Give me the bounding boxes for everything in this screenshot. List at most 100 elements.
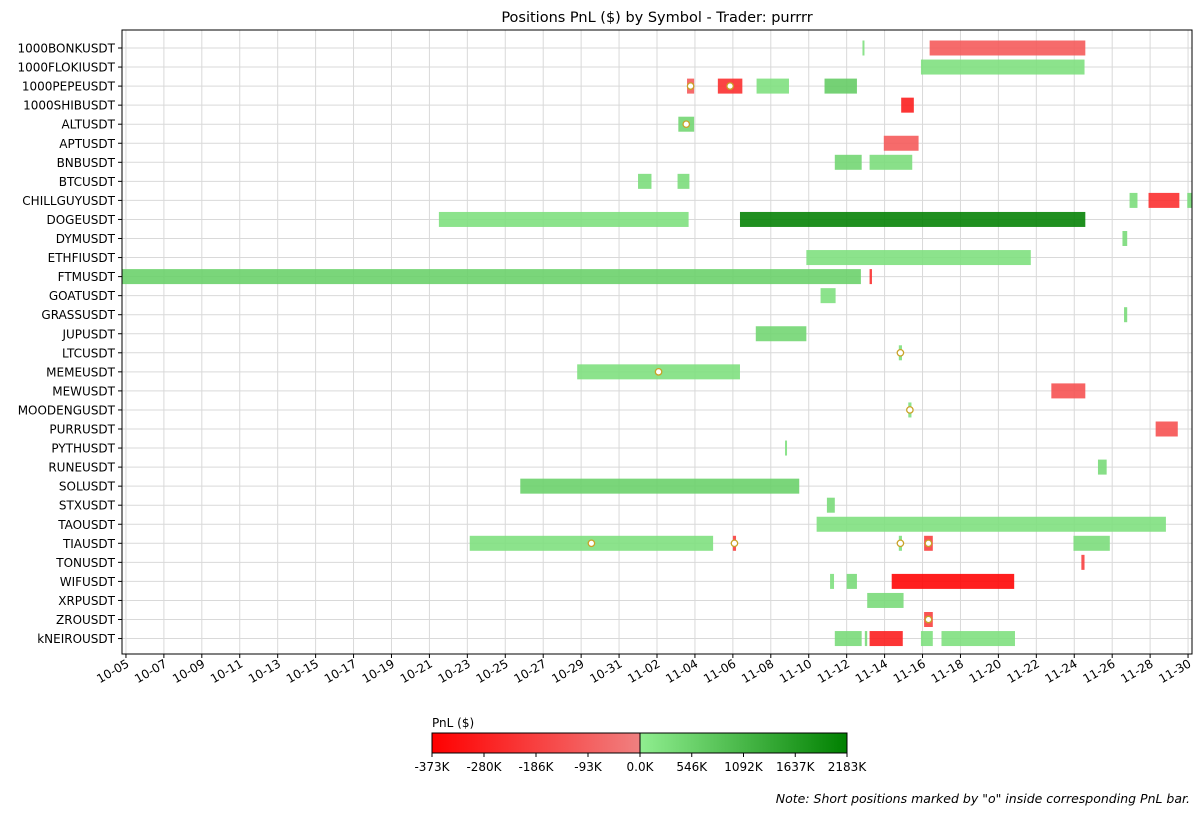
y-tick-label: MEMEUSDT <box>46 365 116 379</box>
position-bar <box>677 173 690 189</box>
colorbar-tick-label: -186K <box>518 760 554 774</box>
short-markers <box>587 82 933 624</box>
colorbar-tick-label: -280K <box>466 760 502 774</box>
short-marker <box>924 539 933 548</box>
position-bar <box>920 631 933 647</box>
position-bar <box>1081 554 1085 570</box>
y-tick-label: JUPUSDT <box>61 327 115 341</box>
position-bar <box>122 269 861 285</box>
x-axis: 10-05 10-07 10-09 10-11 10-13 10-15 10-17 10-19… <box>94 654 1194 686</box>
x-tick-label: 11-18 <box>929 656 966 686</box>
short-marker <box>730 539 739 548</box>
short-marker <box>896 539 905 548</box>
position-bar <box>869 269 872 285</box>
y-tick-label: TIAUSDT <box>62 537 116 551</box>
x-tick-label: 11-30 <box>1156 656 1193 686</box>
position-bar <box>826 497 835 513</box>
colorbar-ticks: -373K -280K -186K -93K 0.0K 546K 1092K 1637K 218… <box>414 753 867 774</box>
position-bar <box>755 326 807 342</box>
position-bar <box>920 59 1085 75</box>
position-bar <box>785 440 788 456</box>
y-tick-label: WIFUSDT <box>60 575 116 589</box>
y-tick-label: ALTUSDT <box>61 118 115 132</box>
x-tick-label: 10-07 <box>132 656 169 686</box>
position-bar <box>816 516 1166 532</box>
x-tick-label: 10-25 <box>474 656 511 686</box>
y-tick-label: ZROUSDT <box>56 613 116 627</box>
colorbar-tick-label: 1637K <box>776 760 816 774</box>
x-tick-label: 11-10 <box>777 656 814 686</box>
position-bar <box>1124 307 1128 323</box>
y-tick-label: BTCUSDT <box>59 175 116 189</box>
y-tick-label: GRASSUSDT <box>41 308 115 322</box>
y-tick-label: 1000FLOKIUSDT <box>17 61 115 75</box>
y-tick-label: kNEIROUSDT <box>37 632 115 646</box>
short-marker <box>682 120 691 129</box>
short-marker <box>924 615 933 624</box>
position-bar <box>869 631 903 647</box>
short-marker <box>587 539 596 548</box>
colorbar-tick-label: 546K <box>676 760 708 774</box>
colorbar-tick-label: 0.0K <box>627 760 655 774</box>
y-tick-label: XRPUSDT <box>58 594 115 608</box>
position-bar <box>739 211 1086 227</box>
position-bar <box>1051 383 1086 399</box>
y-tick-label: TONUSDT <box>55 556 115 570</box>
position-bar <box>834 154 862 170</box>
x-tick-label: 10-21 <box>398 656 435 686</box>
y-tick-label: PYTHUSDT <box>51 442 115 456</box>
x-tick-label: 10-19 <box>360 656 397 686</box>
x-tick-label: 11-12 <box>815 656 852 686</box>
position-bar <box>929 40 1086 56</box>
position-bar <box>1129 192 1138 208</box>
short-marker <box>906 406 914 414</box>
position-bar <box>901 97 914 113</box>
position-bar <box>1097 459 1107 475</box>
position-bar <box>824 78 857 94</box>
chart-note: Note: Short positions marked by "o" insi… <box>776 791 1190 806</box>
x-tick-label: 10-31 <box>587 656 624 686</box>
position-bar <box>756 78 789 94</box>
x-tick-label: 11-06 <box>701 656 738 686</box>
y-tick-label: 1000SHIBUSDT <box>23 99 116 113</box>
x-tick-label: 10-29 <box>549 656 586 686</box>
x-tick-label: 11-02 <box>625 656 662 686</box>
y-tick-label: MOODENGUSDT <box>18 403 116 417</box>
x-tick-label: 11-08 <box>739 656 776 686</box>
x-tick-label: 10-27 <box>512 656 549 686</box>
position-bar <box>862 40 865 56</box>
position-bar <box>1155 421 1178 437</box>
x-tick-label: 11-28 <box>1118 656 1155 686</box>
chart-title: Positions PnL ($) by Symbol - Trader: pu… <box>501 10 812 26</box>
y-tick-label: DOGEUSDT <box>46 213 115 227</box>
y-tick-label: GOATUSDT <box>49 289 116 303</box>
colorbar-negative <box>432 733 640 753</box>
x-tick-label: 10-09 <box>170 656 207 686</box>
x-tick-label: 11-14 <box>853 656 890 686</box>
y-tick-label: FTMUSDT <box>58 270 116 284</box>
position-bar <box>1187 192 1192 208</box>
y-tick-label: TAOUSDT <box>57 518 115 532</box>
colorbar-tick-label: 2183K <box>828 760 868 774</box>
y-tick-label: 1000PEPEUSDT <box>22 80 116 94</box>
position-bar <box>891 573 1015 589</box>
y-axis: 1000BONKUSDT 1000FLOKIUSDT 1000PEPEUSDT 100… <box>17 42 122 646</box>
x-tick-label: 10-15 <box>284 656 321 686</box>
colorbar-tick-label: 1092K <box>724 760 764 774</box>
x-tick-label: 10-11 <box>208 656 245 686</box>
y-tick-label: DYMUSDT <box>56 232 116 246</box>
y-tick-label: MEWUSDT <box>52 384 115 398</box>
position-bar <box>941 631 1015 647</box>
y-tick-label: 1000BONKUSDT <box>18 42 116 56</box>
short-marker <box>726 82 734 90</box>
x-tick-label: 10-17 <box>322 656 359 686</box>
x-tick-label: 10-13 <box>246 656 283 686</box>
position-bar <box>806 250 1031 266</box>
position-bar <box>1122 231 1128 246</box>
x-tick-label: 11-04 <box>663 656 700 686</box>
x-tick-label: 11-16 <box>891 656 928 686</box>
position-bar <box>520 478 800 494</box>
y-tick-label: BNBUSDT <box>57 156 116 170</box>
position-bar <box>883 135 919 151</box>
